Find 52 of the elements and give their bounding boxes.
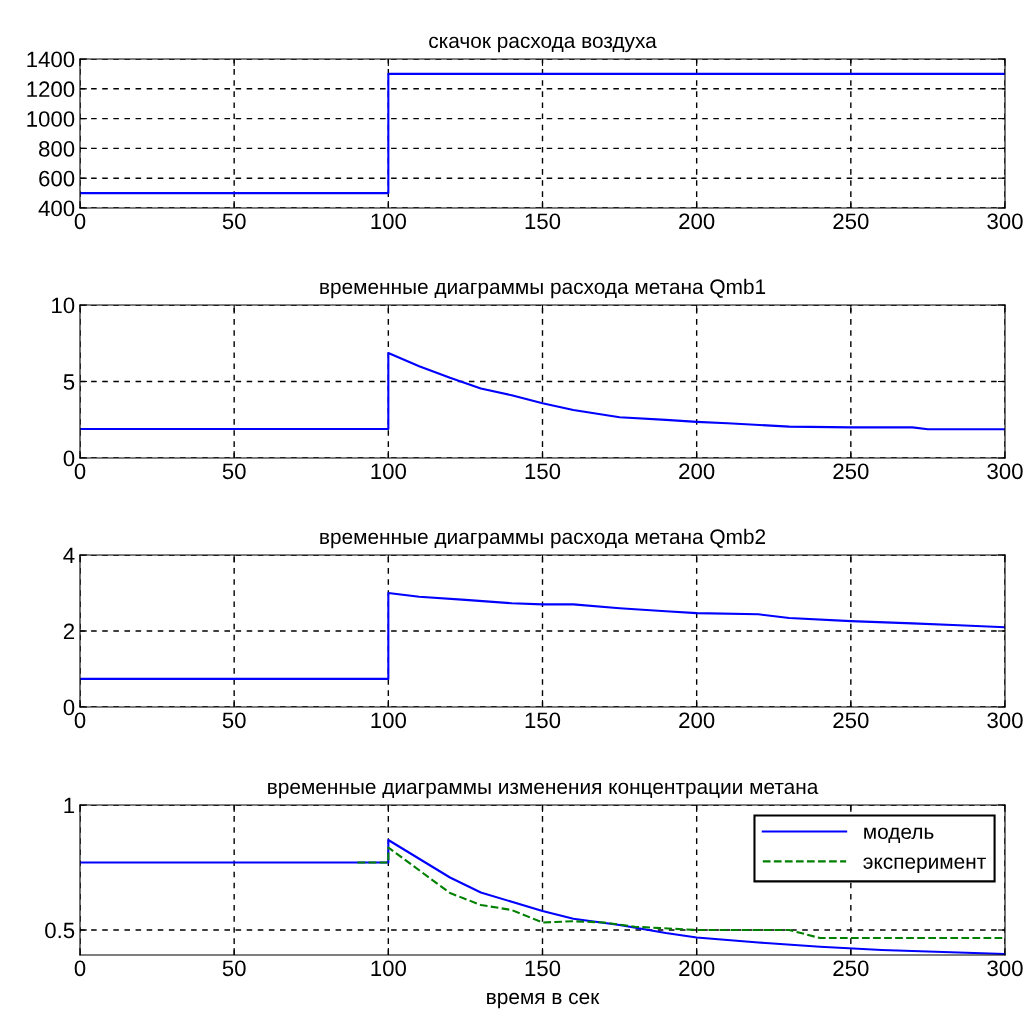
x-tick-label: 250 xyxy=(833,960,869,977)
x-tick-label: 250 xyxy=(833,463,869,480)
x-tick-label: 250 xyxy=(833,712,869,729)
x-tick-label: 300 xyxy=(987,712,1023,729)
x-tick-label: 50 xyxy=(222,960,246,977)
x-tick-label: 200 xyxy=(679,712,715,729)
y-tick-label: 1200 xyxy=(27,81,75,98)
x-axis-title: время в сек xyxy=(487,992,600,1009)
y-tick-label: 1400 xyxy=(27,51,75,68)
x-tick-label: 200 xyxy=(679,960,715,977)
x-tick-label: 300 xyxy=(987,463,1023,480)
x-tick-label: 150 xyxy=(525,712,561,729)
legend-label: модель xyxy=(864,827,934,843)
y-tick-label: 1000 xyxy=(27,111,75,127)
y-tick-label: 2 xyxy=(63,623,75,640)
x-tick-label: 200 xyxy=(679,463,715,480)
x-tick-label: 250 xyxy=(833,213,869,230)
y-tick-label: 0.5 xyxy=(45,922,75,939)
y-tick-label: 0 xyxy=(63,450,75,467)
y-tick-label: 10 xyxy=(52,297,75,314)
y-tick-label: 600 xyxy=(39,170,75,187)
y-tick-label: 1 xyxy=(64,797,75,814)
legend-label: эксперимент xyxy=(863,857,986,874)
line-series xyxy=(80,352,1005,431)
x-tick-label: 200 xyxy=(679,213,715,230)
chart-title: временные диаграммы расхода метана Qmb2 xyxy=(320,528,766,549)
line-series xyxy=(356,846,1005,940)
x-tick-label: 150 xyxy=(525,960,561,977)
x-tick-label: 100 xyxy=(371,463,406,480)
chart-title: временные диаграммы расхода метана Qmb1 xyxy=(320,278,766,299)
y-tick-label: 800 xyxy=(39,140,75,157)
y-tick-label: 400 xyxy=(38,200,75,217)
x-tick-label: 50 xyxy=(222,213,246,230)
chart-title: скачок расхода воздуха xyxy=(429,36,657,53)
x-tick-label: 300 xyxy=(987,213,1023,230)
x-tick-label: 100 xyxy=(371,960,406,977)
x-tick-label: 0 xyxy=(74,712,86,729)
x-tick-label: 100 xyxy=(371,712,406,729)
chart-title: временные диаграммы изменения концентрации метана xyxy=(268,782,819,799)
x-tick-label: 50 xyxy=(222,463,246,480)
y-tick-label: 4 xyxy=(63,547,75,564)
x-tick-label: 300 xyxy=(987,960,1023,977)
x-tick-label: 0 xyxy=(74,463,86,480)
y-tick-label: 0 xyxy=(63,699,75,716)
y-tick-label: 5 xyxy=(63,374,75,390)
x-tick-label: 0 xyxy=(74,960,86,977)
x-tick-label: 0 xyxy=(74,213,86,230)
x-tick-label: 100 xyxy=(371,213,406,230)
x-tick-label: 150 xyxy=(525,213,561,230)
x-tick-label: 150 xyxy=(525,463,561,480)
line-series xyxy=(80,591,1005,680)
x-tick-label: 50 xyxy=(222,712,246,729)
